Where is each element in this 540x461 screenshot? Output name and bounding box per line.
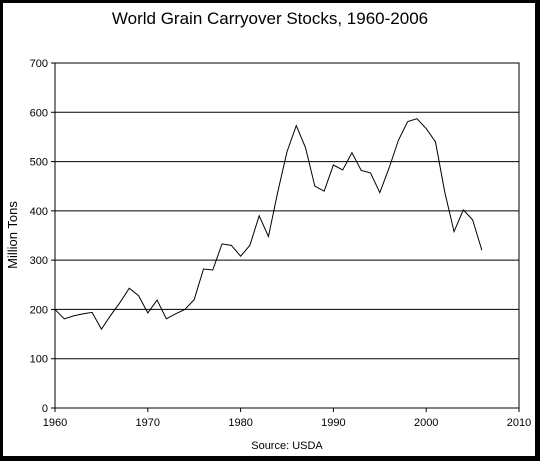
series-line (54, 118, 483, 331)
x-tick-label: 1970 (136, 417, 160, 429)
y-tick-label: 200 (30, 304, 48, 316)
x-tick-label: 1990 (321, 417, 345, 429)
y-tick-label: 700 (30, 58, 48, 70)
x-axis-ticks: 1960 1970 1980 1990 2000 2010 (43, 408, 531, 429)
y-tick-label: 300 (30, 255, 48, 267)
y-axis-ticks: 0 100 200 300 400 500 600 700 (30, 58, 55, 415)
y-tick-label: 100 (30, 354, 48, 366)
source-label: Source: USDA (251, 440, 323, 452)
x-tick-label: 1960 (43, 417, 67, 429)
y-axis-label: Million Tons (5, 201, 20, 269)
x-tick-label: 1980 (228, 417, 252, 429)
gridlines (55, 111, 519, 360)
y-tick-label: 400 (30, 206, 48, 218)
chart-title: World Grain Carryover Stocks, 1960-2006 (112, 9, 428, 28)
y-tick-label: 600 (30, 107, 48, 119)
plot-area (54, 62, 520, 409)
x-tick-label: 2010 (507, 417, 531, 429)
y-tick-label: 0 (42, 403, 48, 415)
y-tick-label: 500 (30, 157, 48, 169)
x-tick-label: 2000 (414, 417, 438, 429)
